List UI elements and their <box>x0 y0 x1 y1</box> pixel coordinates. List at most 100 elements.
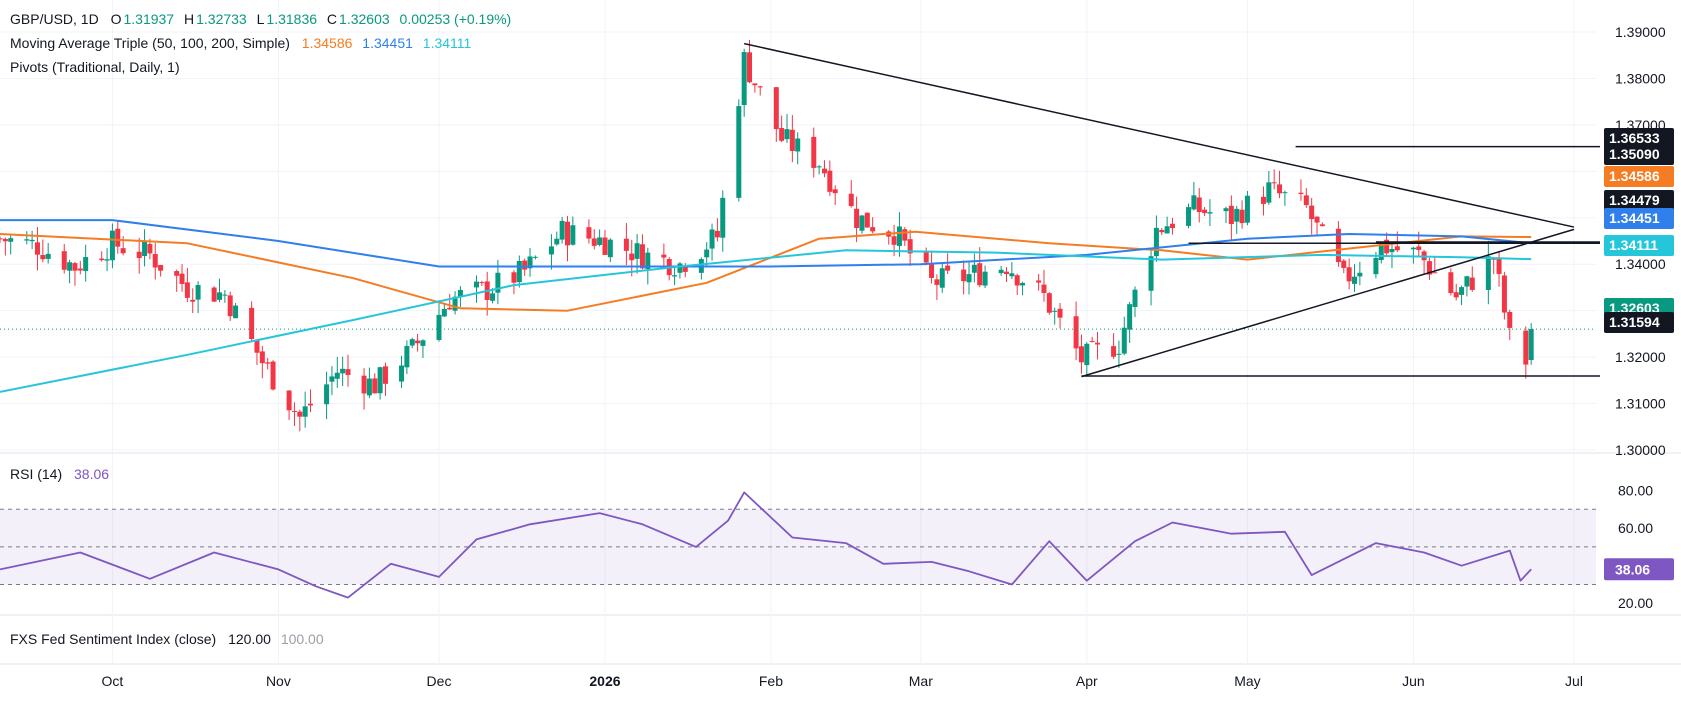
candle-body <box>8 238 14 242</box>
candle-body <box>1389 248 1395 253</box>
ma200-line <box>0 249 1532 393</box>
candle-body <box>1164 226 1170 234</box>
candle-body <box>998 269 1004 274</box>
candle-body <box>308 403 314 406</box>
price-tick-label: 1.39000 <box>1615 24 1666 40</box>
rsi-overbought-band <box>0 509 1596 585</box>
candle-body <box>645 252 651 270</box>
candle-body <box>532 256 538 258</box>
candle-body <box>1004 271 1010 275</box>
time-tick-label: Dec <box>427 673 452 689</box>
price-tag-label: 1.35090 <box>1609 146 1660 162</box>
candle-body <box>709 229 715 249</box>
candle-body <box>623 238 629 251</box>
candle-body <box>923 251 929 263</box>
candle-body <box>254 339 260 353</box>
candle-body <box>757 86 763 88</box>
candle-body <box>372 378 378 394</box>
candle-body <box>1046 293 1052 313</box>
candle-body <box>945 265 951 271</box>
candle-body <box>1384 239 1390 254</box>
high-label: H <box>183 11 195 27</box>
candle-body <box>436 314 442 340</box>
candle-body <box>1394 246 1400 251</box>
fxs-legend: FXS Fed Sentiment Index (close) 120.00 1… <box>10 631 326 647</box>
ma-legend: Moving Average Triple (50, 100, 200, Sim… <box>10 35 473 51</box>
candle-body <box>382 366 388 384</box>
candle-body <box>591 238 597 246</box>
candle-body <box>1234 208 1240 222</box>
candle-body <box>522 260 528 270</box>
candles <box>0 40 1596 432</box>
candle-body <box>1009 273 1015 277</box>
time-tick-label: Mar <box>909 673 933 689</box>
price-tag-ma50 <box>1604 166 1674 187</box>
header-legend: GBP/USD, 1D O 1.31937 H 1.32733 L 1.31836 C… <box>10 11 513 27</box>
candle-body <box>40 254 46 260</box>
candle-body <box>736 106 742 198</box>
candle-body <box>816 166 822 168</box>
candle-body <box>1159 229 1165 233</box>
candle-body <box>211 287 217 302</box>
trendline <box>744 42 1575 228</box>
candle-body <box>1426 261 1432 275</box>
candle-body <box>516 260 522 283</box>
price-tag-pivot <box>1604 190 1674 211</box>
candle-body <box>415 340 421 344</box>
candle-body <box>222 294 228 296</box>
candle-body <box>1496 257 1502 274</box>
rsi-panel <box>0 491 1532 599</box>
candle-body <box>1416 246 1422 250</box>
candle-body <box>1148 256 1154 291</box>
time-tick-label: 2026 <box>589 673 620 689</box>
candle-body <box>1501 275 1507 313</box>
candle-body <box>902 229 908 241</box>
candle-body <box>115 228 121 247</box>
candle-body <box>72 263 78 271</box>
grid <box>0 0 1681 665</box>
candle-body <box>1132 289 1138 307</box>
candle-body <box>564 221 570 246</box>
candle-body <box>473 281 479 288</box>
candle-body <box>179 273 185 285</box>
candle-body <box>490 293 496 301</box>
price-tag-label: 1.34479 <box>1609 192 1660 208</box>
candle-body <box>511 272 517 283</box>
candle-body <box>1277 184 1283 194</box>
trendlines <box>744 42 1600 378</box>
candle-body <box>233 305 239 319</box>
open-label: O <box>110 11 122 27</box>
candle-body <box>1207 212 1213 214</box>
candle-body <box>548 246 554 255</box>
rsi-band <box>0 508 1596 585</box>
price-tag-pivot <box>1604 144 1674 165</box>
candle-body <box>1041 284 1047 294</box>
candle-body <box>109 230 115 261</box>
candle-body <box>1432 272 1438 274</box>
candle-body <box>441 309 447 317</box>
candle-body <box>1153 227 1159 257</box>
candle-body <box>104 259 110 261</box>
price-tag-pivot <box>1604 312 1674 333</box>
candle-body <box>1309 205 1315 220</box>
ma-legend-title: Moving Average Triple (50, 100, 200, Sim… <box>10 35 290 51</box>
ma100-line <box>0 219 1532 268</box>
candle-body <box>1020 282 1026 286</box>
rsi-legend-value: 38.06 <box>74 466 110 482</box>
candle-body <box>1319 224 1325 227</box>
candle-body <box>1351 276 1357 284</box>
candle-body <box>447 307 453 310</box>
close-label: C <box>326 11 338 27</box>
price-tick-label: 1.30000 <box>1615 442 1666 458</box>
candle-body <box>184 282 190 298</box>
price-tag-label: 1.34451 <box>1609 210 1660 226</box>
candle-body <box>1378 242 1384 261</box>
candle-body <box>1036 280 1042 283</box>
candle-body <box>99 258 105 261</box>
candle-body <box>1410 247 1416 250</box>
candle-body <box>158 264 164 271</box>
candle-body <box>1191 195 1197 210</box>
ma50-line <box>0 230 1532 312</box>
candle-body <box>1523 330 1529 365</box>
